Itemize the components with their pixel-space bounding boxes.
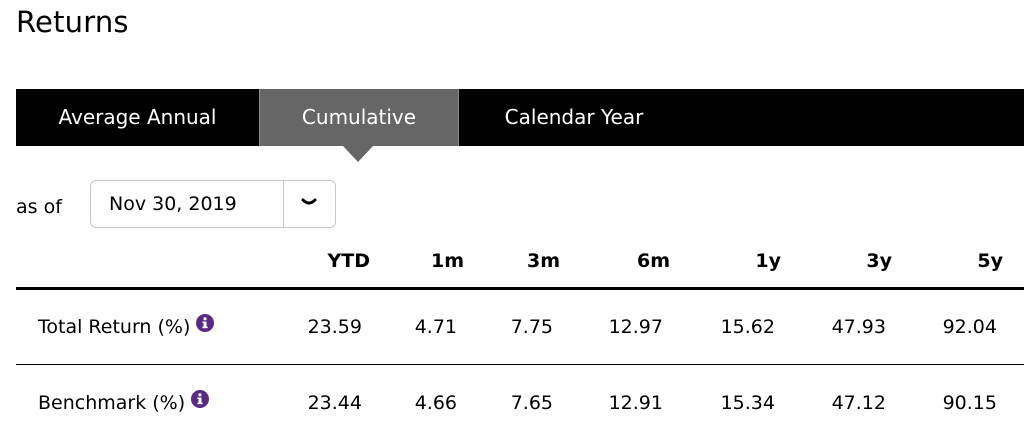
column-header-1y: 1y — [755, 250, 781, 272]
page-title: Returns — [16, 5, 129, 39]
as-of-date-select[interactable]: Nov 30, 2019 — [90, 180, 336, 228]
info-icon[interactable] — [191, 389, 210, 415]
as-of-label: as of — [16, 196, 62, 218]
table-cell: 90.15 — [942, 392, 997, 414]
table-cell: 7.75 — [510, 316, 553, 338]
table-cell: 4.71 — [414, 316, 457, 338]
table-cell: 7.65 — [510, 392, 553, 414]
table-cell: 47.93 — [831, 316, 886, 338]
returns-tab-bar: Average Annual Cumulative Calendar Year — [16, 89, 1024, 146]
column-header-3m: 3m — [526, 250, 560, 272]
table-cell: 23.59 — [307, 316, 362, 338]
row-label-text: Total Return (%) — [38, 316, 191, 338]
as-of-date-value: Nov 30, 2019 — [109, 193, 237, 215]
tab-calendar-year[interactable]: Calendar Year — [504, 105, 644, 129]
table-cell: 15.62 — [720, 316, 775, 338]
table-row-label-total-return: Total Return (%) — [38, 313, 215, 340]
table-row-label-benchmark: Benchmark (%) — [38, 389, 210, 416]
table-cell: 92.04 — [942, 316, 997, 338]
table-cell: 12.97 — [608, 316, 663, 338]
column-header-6m: 6m — [636, 250, 670, 272]
column-header-ytd: YTD — [327, 250, 371, 272]
table-cell: 15.34 — [720, 392, 775, 414]
row-label-text: Benchmark (%) — [38, 392, 186, 414]
column-header-5y: 5y — [977, 250, 1003, 272]
column-header-3y: 3y — [866, 250, 892, 272]
tab-average-annual[interactable]: Average Annual — [58, 105, 217, 129]
table-row-divider — [16, 364, 1024, 365]
table-cell: 47.12 — [831, 392, 886, 414]
chevron-down-icon[interactable] — [284, 181, 335, 227]
column-header-1m: 1m — [430, 250, 464, 272]
table-cell: 23.44 — [307, 392, 362, 414]
active-tab-pointer — [343, 146, 373, 162]
select-divider — [283, 181, 284, 227]
table-header-rule — [16, 287, 1024, 290]
table-cell: 4.66 — [414, 392, 457, 414]
table-cell: 12.91 — [608, 392, 663, 414]
info-icon[interactable] — [196, 313, 215, 339]
tab-cumulative[interactable]: Cumulative — [259, 89, 459, 146]
